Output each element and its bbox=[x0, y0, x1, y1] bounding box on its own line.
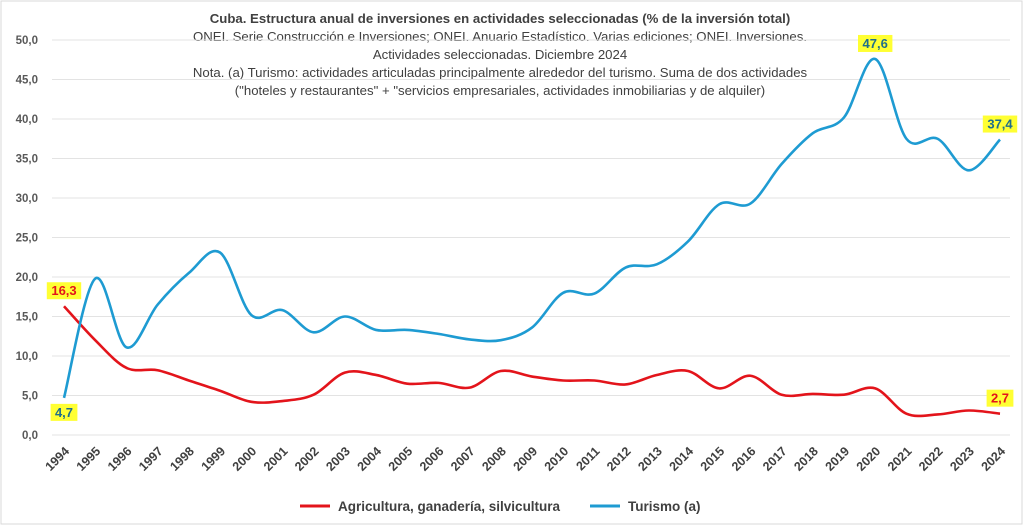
y-tick-label: 35,0 bbox=[16, 154, 38, 166]
chart-subtitle-line: ("hoteles y restaurantes" + "servicios e… bbox=[234, 83, 766, 98]
data-label: 47,6 bbox=[858, 34, 893, 52]
x-tick-label: 2013 bbox=[635, 444, 665, 474]
x-tick-label: 2014 bbox=[667, 444, 697, 474]
series-line-agricultura bbox=[63, 305, 1001, 418]
x-tick-label: 2002 bbox=[292, 444, 322, 474]
x-tick-label: 2000 bbox=[230, 444, 260, 474]
data-label-text: 47,6 bbox=[863, 36, 888, 51]
x-tick-label: 2008 bbox=[479, 444, 509, 474]
data-label: 37,4 bbox=[982, 115, 1018, 133]
x-tick-label: 2017 bbox=[760, 444, 790, 474]
data-label: 4,7 bbox=[50, 403, 78, 421]
y-tick-label: 30,0 bbox=[16, 193, 38, 205]
x-tick-label: 2003 bbox=[323, 444, 353, 474]
x-tick-label: 1995 bbox=[74, 444, 104, 474]
x-tick-label: 2018 bbox=[791, 444, 821, 474]
data-label-highlight bbox=[986, 389, 1014, 407]
x-tick-label: 1998 bbox=[167, 444, 197, 474]
y-tick-label: 0,0 bbox=[22, 430, 38, 442]
x-tick-label: 2019 bbox=[823, 444, 853, 474]
x-tick-label: 2020 bbox=[854, 444, 884, 474]
chart-title: Cuba. Estructura anual de inversiones en… bbox=[209, 11, 791, 26]
x-tick-label: 2023 bbox=[947, 444, 977, 474]
chart-subtitle-line: Nota. (a) Turismo: actividades articulad… bbox=[192, 65, 808, 80]
data-label-text: 4,7 bbox=[55, 405, 73, 420]
data-label-highlight bbox=[982, 115, 1018, 133]
data-label-highlight bbox=[858, 34, 893, 52]
x-tick-label: 2010 bbox=[542, 444, 572, 474]
data-label: 16,3 bbox=[46, 282, 82, 300]
x-tick-label: 2009 bbox=[511, 444, 541, 474]
y-tick-label: 10,0 bbox=[16, 351, 38, 363]
x-tick-label: 1994 bbox=[43, 444, 73, 474]
legend-label: Agricultura, ganadería, silvicultura bbox=[338, 499, 561, 514]
legend-label: Turismo (a) bbox=[628, 499, 701, 514]
data-label-text: 37,4 bbox=[987, 117, 1013, 132]
x-tick-label: 2007 bbox=[448, 444, 478, 474]
y-tick-label: 15,0 bbox=[16, 312, 38, 324]
x-tick-label: 2011 bbox=[573, 444, 602, 473]
data-label-text: 2,7 bbox=[991, 391, 1009, 406]
x-tick-label: 1997 bbox=[136, 444, 166, 474]
data-label-highlight bbox=[46, 282, 82, 300]
x-tick-label: 1999 bbox=[199, 444, 229, 474]
x-tick-label: 2024 bbox=[979, 444, 1009, 474]
x-tick-label: 2012 bbox=[604, 444, 634, 474]
series-line-turismo bbox=[62, 57, 1001, 399]
y-tick-label: 20,0 bbox=[16, 272, 38, 284]
x-tick-label: 2016 bbox=[729, 444, 759, 474]
x-tick-label: 2015 bbox=[698, 444, 728, 474]
x-tick-label: 1996 bbox=[105, 444, 135, 474]
data-label-text: 16,3 bbox=[51, 283, 76, 298]
y-tick-label: 5,0 bbox=[22, 391, 38, 403]
data-label-highlight bbox=[50, 403, 78, 421]
x-tick-label: 2001 bbox=[261, 444, 291, 474]
data-label: 2,7 bbox=[986, 389, 1014, 407]
x-tick-label: 2021 bbox=[885, 444, 915, 474]
chart-subtitle-line: Actividades seleccionadas. Diciembre 202… bbox=[372, 47, 628, 62]
x-tick-label: 2022 bbox=[916, 444, 946, 474]
x-tick-label: 2004 bbox=[355, 444, 385, 474]
y-tick-label: 45,0 bbox=[16, 75, 38, 87]
y-tick-label: 25,0 bbox=[16, 233, 38, 245]
y-tick-label: 40,0 bbox=[16, 114, 38, 126]
y-tick-label: 50,0 bbox=[16, 35, 38, 47]
x-tick-label: 2005 bbox=[386, 444, 416, 474]
x-tick-label: 2006 bbox=[417, 444, 447, 474]
